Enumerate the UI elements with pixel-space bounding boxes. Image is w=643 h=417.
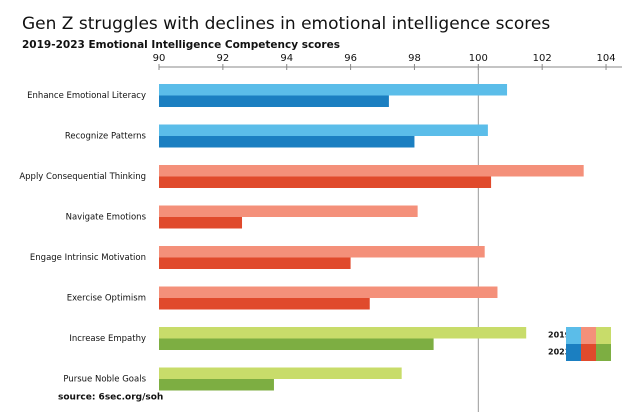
chart-subtitle: 2019-2023 Emotional Intelligence Compete… xyxy=(22,39,340,51)
legend-swatch xyxy=(566,344,581,361)
bar xyxy=(159,124,488,136)
bar xyxy=(159,136,415,148)
bar xyxy=(159,205,418,217)
bar xyxy=(159,367,402,379)
bar xyxy=(159,298,370,310)
legend-swatch xyxy=(581,344,596,361)
x-tick-label: 104 xyxy=(596,53,615,64)
bar xyxy=(159,327,527,339)
y-tick-label: Enhance Emotional Literacy xyxy=(27,91,146,101)
bar xyxy=(159,338,434,350)
y-tick-label: Recognize Patterns xyxy=(65,132,147,142)
x-tick-label: 90 xyxy=(153,53,166,64)
legend-label: 2019 xyxy=(548,331,571,340)
legend-swatch xyxy=(566,327,581,344)
bar xyxy=(159,165,584,177)
x-tick-label: 102 xyxy=(533,53,552,64)
x-tick-label: 100 xyxy=(469,53,488,64)
y-tick-label: Engage Intrinsic Motivation xyxy=(30,253,146,263)
x-tick-label: 94 xyxy=(280,53,293,64)
bar xyxy=(159,217,243,229)
legend-swatch xyxy=(581,327,596,344)
bar xyxy=(159,257,351,269)
legend-swatch xyxy=(596,344,611,361)
bar xyxy=(159,246,485,258)
y-tick-label: Pursue Noble Goals xyxy=(63,375,146,385)
y-tick-label: Exercise Optimism xyxy=(67,294,146,304)
bar xyxy=(159,379,274,391)
legend-label: 2023 xyxy=(548,348,570,357)
bar xyxy=(159,286,498,298)
bar xyxy=(159,95,389,107)
x-tick-label: 98 xyxy=(408,53,421,64)
bar xyxy=(159,84,508,96)
chart-title: Gen Z struggles with declines in emotion… xyxy=(22,14,550,34)
y-tick-label: Apply Consequential Thinking xyxy=(19,172,146,182)
legend-swatch xyxy=(596,327,611,344)
x-tick-label: 92 xyxy=(216,53,229,64)
bar xyxy=(159,176,492,188)
source: source: 6sec.org/soh xyxy=(58,393,163,403)
x-tick-label: 96 xyxy=(344,53,357,64)
y-tick-label: Increase Empathy xyxy=(69,334,146,344)
y-tick-label: Navigate Emotions xyxy=(66,213,147,223)
